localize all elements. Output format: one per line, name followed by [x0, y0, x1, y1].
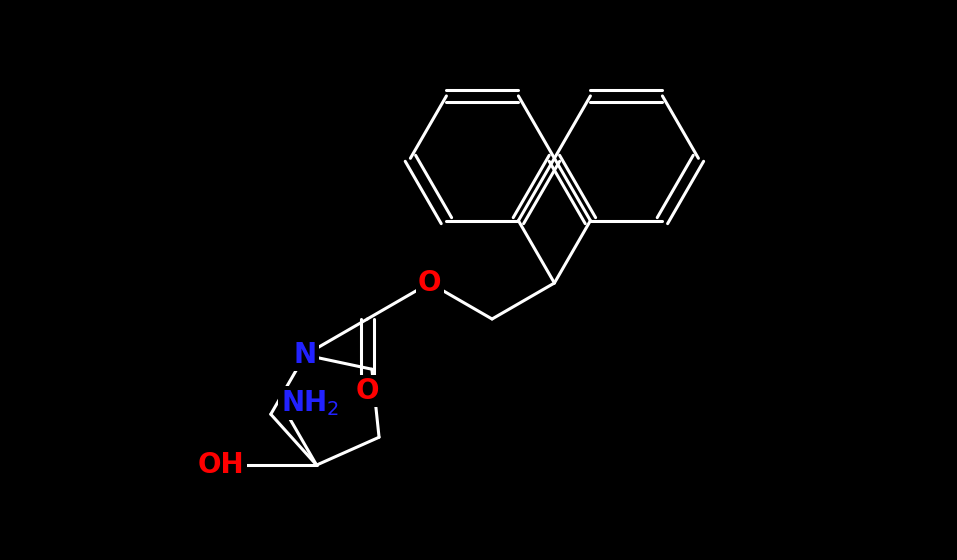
Text: NH$_2$: NH$_2$ [280, 388, 339, 418]
Text: OH: OH [198, 451, 245, 479]
Text: O: O [356, 377, 379, 405]
Text: O: O [418, 269, 441, 297]
Text: N: N [294, 341, 317, 369]
